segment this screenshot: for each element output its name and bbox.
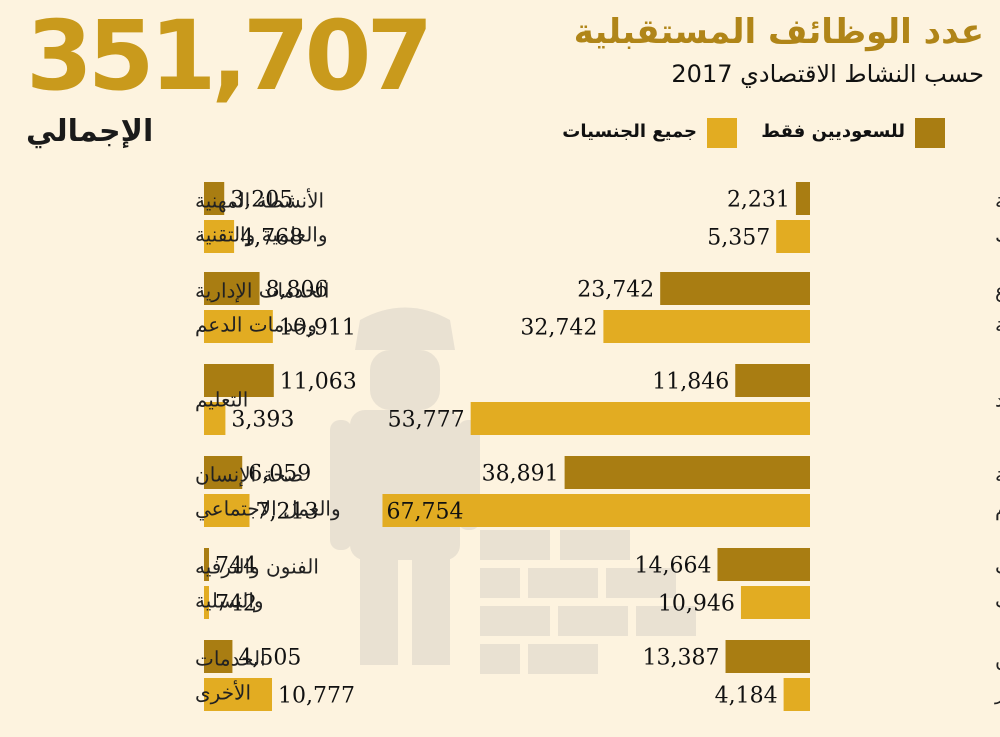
category-label-line-left-4-1: والتسلية <box>195 589 264 613</box>
bar-left-5-all <box>204 678 273 711</box>
legend-swatch-all <box>707 118 737 148</box>
bar-left-1-saudi <box>204 272 260 305</box>
category-label-line-left-5-1: الأخرى <box>195 680 251 705</box>
value-label-right-5-saudi: 13,387 <box>643 646 720 671</box>
value-label-left-3-all: 7,213 <box>256 500 319 525</box>
bar-right-2-saudi <box>735 364 810 397</box>
bar-right-4-saudi <box>717 548 810 581</box>
total-jobs-value: 351,707 <box>26 0 433 112</box>
bar-left-0-saudi <box>204 182 225 215</box>
value-label-left-2-saudi: 11,063 <box>280 370 357 395</box>
category-label-line-right-0-0: الزراعة والحراجة <box>995 189 1000 213</box>
category-label-line-right-4-1: والاتصالات <box>995 589 1000 613</box>
category-label-line-left-0-0: الأنشطة المهنية <box>195 188 324 213</box>
category-label-line-right-3-1: والطعام <box>995 497 1000 521</box>
value-label-right-1-all: 32,742 <box>520 316 597 341</box>
bar-right-0-all <box>776 220 810 253</box>
value-label-right-0-all: 5,357 <box>707 226 770 251</box>
bar-left-3-saudi <box>204 456 243 489</box>
bar-left-3-all <box>204 494 250 527</box>
category-label-line-left-4-0: الفنون والترفيه <box>195 555 319 579</box>
page-title: عدد الوظائف المستقبلية <box>573 12 984 52</box>
value-label-right-4-all: 10,946 <box>658 592 735 617</box>
category-label-line-left-3-1: والعمل الاجتماعي <box>195 497 341 521</box>
category-label-line-left-5-0: الخدمات <box>195 647 266 671</box>
value-label-right-3-saudi: 38,891 <box>482 462 559 487</box>
category-label-left-0: الأنشطة المهنية والعلمية والتقنية <box>195 188 328 247</box>
category-label-line-right-0-1: وصيد الأسماك <box>995 222 1000 247</box>
category-label-line-right-4-0: النقل والمعلومات <box>995 555 1000 579</box>
value-label-right-1-saudi: 23,742 <box>577 278 654 303</box>
category-label-line-right-3-0: التجارة والإقامة <box>995 463 1000 488</box>
value-label-left-1-all: 10,911 <box>279 316 356 341</box>
bar-left-5-saudi <box>204 640 233 673</box>
category-label-right-2: التشييد <box>995 388 1000 412</box>
bar-left-0-all <box>204 220 235 253</box>
value-label-left-4-saudi: 744 <box>215 554 257 579</box>
category-label-right-5: المال والتأمين والعقار <box>994 645 1000 705</box>
value-label-left-0-all: 4,768 <box>240 226 303 251</box>
category-label-line-right-1-0: قطاع <box>995 279 1000 303</box>
page-subtitle: حسب النشاط الاقتصادي 2017 <box>671 60 984 88</box>
bar-left-4-all <box>204 586 209 619</box>
category-label-line-right-5-1: والعقار <box>994 681 1000 705</box>
category-label-left-3: صحة الإنسان والعمل الاجتماعي <box>195 463 341 521</box>
legend-swatch-saudi <box>915 118 945 148</box>
total-label: الإجمالي <box>26 114 154 149</box>
category-label-left-5: الخدمات الأخرى <box>195 647 266 705</box>
bar-left-2-all <box>204 402 226 435</box>
category-label-line-right-2-0: التشييد <box>995 388 1000 412</box>
bar-right-0-saudi <box>795 182 810 215</box>
bar-left-4-saudi <box>204 548 209 581</box>
value-label-right-2-all: 53,777 <box>388 408 465 433</box>
value-label-right-5-all: 4,184 <box>715 684 778 709</box>
value-label-left-5-all: 10,777 <box>278 684 355 709</box>
value-label-left-1-saudi: 8,806 <box>266 278 329 303</box>
bar-right-3-all <box>382 494 810 527</box>
value-label-left-5-saudi: 4,505 <box>238 646 301 671</box>
category-label-right-4: النقل والمعلومات والاتصالات <box>995 555 1000 613</box>
value-label-left-2-all: 3,393 <box>231 408 294 433</box>
value-label-right-4-saudi: 14,664 <box>634 554 711 579</box>
category-label-line-left-1-1: وخدمات الدعم <box>195 313 317 337</box>
worker-illustration <box>330 307 696 674</box>
bar-right-5-saudi <box>725 640 810 673</box>
bar-right-2-all <box>470 402 810 435</box>
category-label-left-4: الفنون والترفيه والتسلية <box>195 555 319 613</box>
value-label-right-3-all: 67,754 <box>386 500 463 525</box>
legend-label-all: جميع الجنسيات <box>562 121 697 142</box>
value-label-right-0-saudi: 2,231 <box>727 188 790 213</box>
bar-right-4-all <box>740 586 810 619</box>
category-label-line-left-1-0: الخدمات الإدارية <box>195 279 329 304</box>
category-label-left-1: الخدمات الإدارية وخدمات الدعم <box>195 279 329 337</box>
value-label-left-0-saudi: 3,205 <box>230 188 293 213</box>
category-label-right-1: قطاع الصناعة <box>995 279 1000 337</box>
bar-right-5-all <box>783 678 810 711</box>
bar-right-3-saudi <box>564 456 810 489</box>
category-label-line-left-3-0: صحة الإنسان <box>195 463 303 488</box>
bar-left-2-saudi <box>204 364 274 397</box>
bar-left-1-all <box>204 310 273 343</box>
bar-right-1-saudi <box>660 272 810 305</box>
category-label-left-2: التعليم <box>195 388 248 412</box>
category-label-line-left-2-0: التعليم <box>195 388 248 412</box>
category-label-right-3: التجارة والإقامة والطعام <box>995 463 1000 521</box>
bar-right-1-all <box>603 310 810 343</box>
value-label-right-2-saudi: 11,846 <box>652 370 729 395</box>
value-label-left-4-all: 742 <box>215 592 257 617</box>
value-label-left-3-saudi: 6,059 <box>248 462 311 487</box>
category-label-line-right-1-1: الصناعة <box>995 313 1000 337</box>
category-label-right-0: الزراعة والحراجة وصيد الأسماك <box>995 189 1000 247</box>
category-label-line-left-0-1: والعلمية والتقنية <box>195 223 328 247</box>
legend-label-saudi: للسعوديين فقط <box>761 121 905 142</box>
category-label-line-right-5-0: المال والتأمين <box>995 645 1000 671</box>
